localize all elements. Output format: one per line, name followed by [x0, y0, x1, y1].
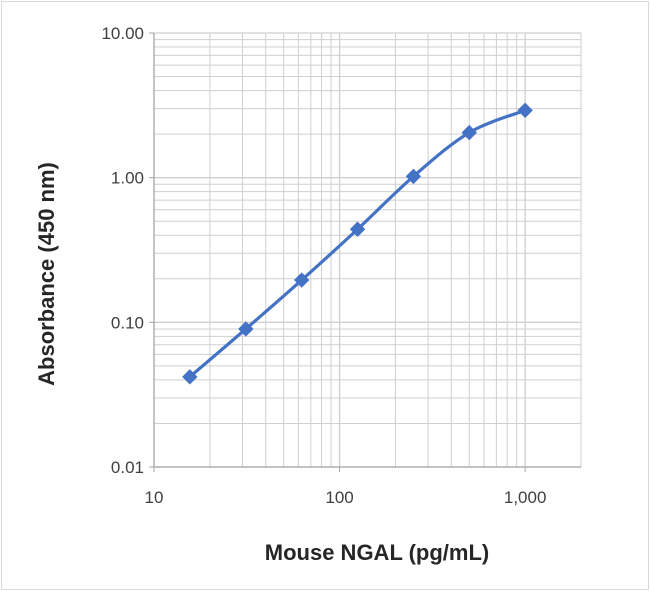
- grid: [153, 32, 582, 468]
- x-tick-label: 10: [145, 488, 164, 507]
- y-axis-title: Absorbance (450 nm): [34, 162, 59, 386]
- series-group: [182, 102, 533, 385]
- x-tick-label: 1,000: [504, 488, 547, 507]
- x-tick-labels: 10 100 1,000: [145, 488, 547, 507]
- data-point-marker: [349, 221, 366, 237]
- data-point-marker: [517, 102, 533, 119]
- data-point-marker: [293, 272, 310, 288]
- data-point-marker: [461, 124, 477, 141]
- x-tick-label: 100: [325, 488, 353, 507]
- data-point-marker: [238, 321, 254, 337]
- y-tick-label: 1.00: [111, 169, 144, 188]
- y-tick-label: 10.00: [101, 24, 144, 43]
- x-axis-title: Mouse NGAL (pg/mL): [265, 540, 489, 565]
- y-tick-labels: 0.01 0.10 1.00 10.00: [101, 24, 144, 477]
- y-tick-label: 0.10: [111, 313, 144, 332]
- series-line: [188, 108, 526, 379]
- axes: [149, 32, 581, 472]
- data-point-marker: [182, 369, 198, 385]
- y-tick-label: 0.01: [111, 458, 144, 477]
- data-point-marker: [405, 168, 422, 185]
